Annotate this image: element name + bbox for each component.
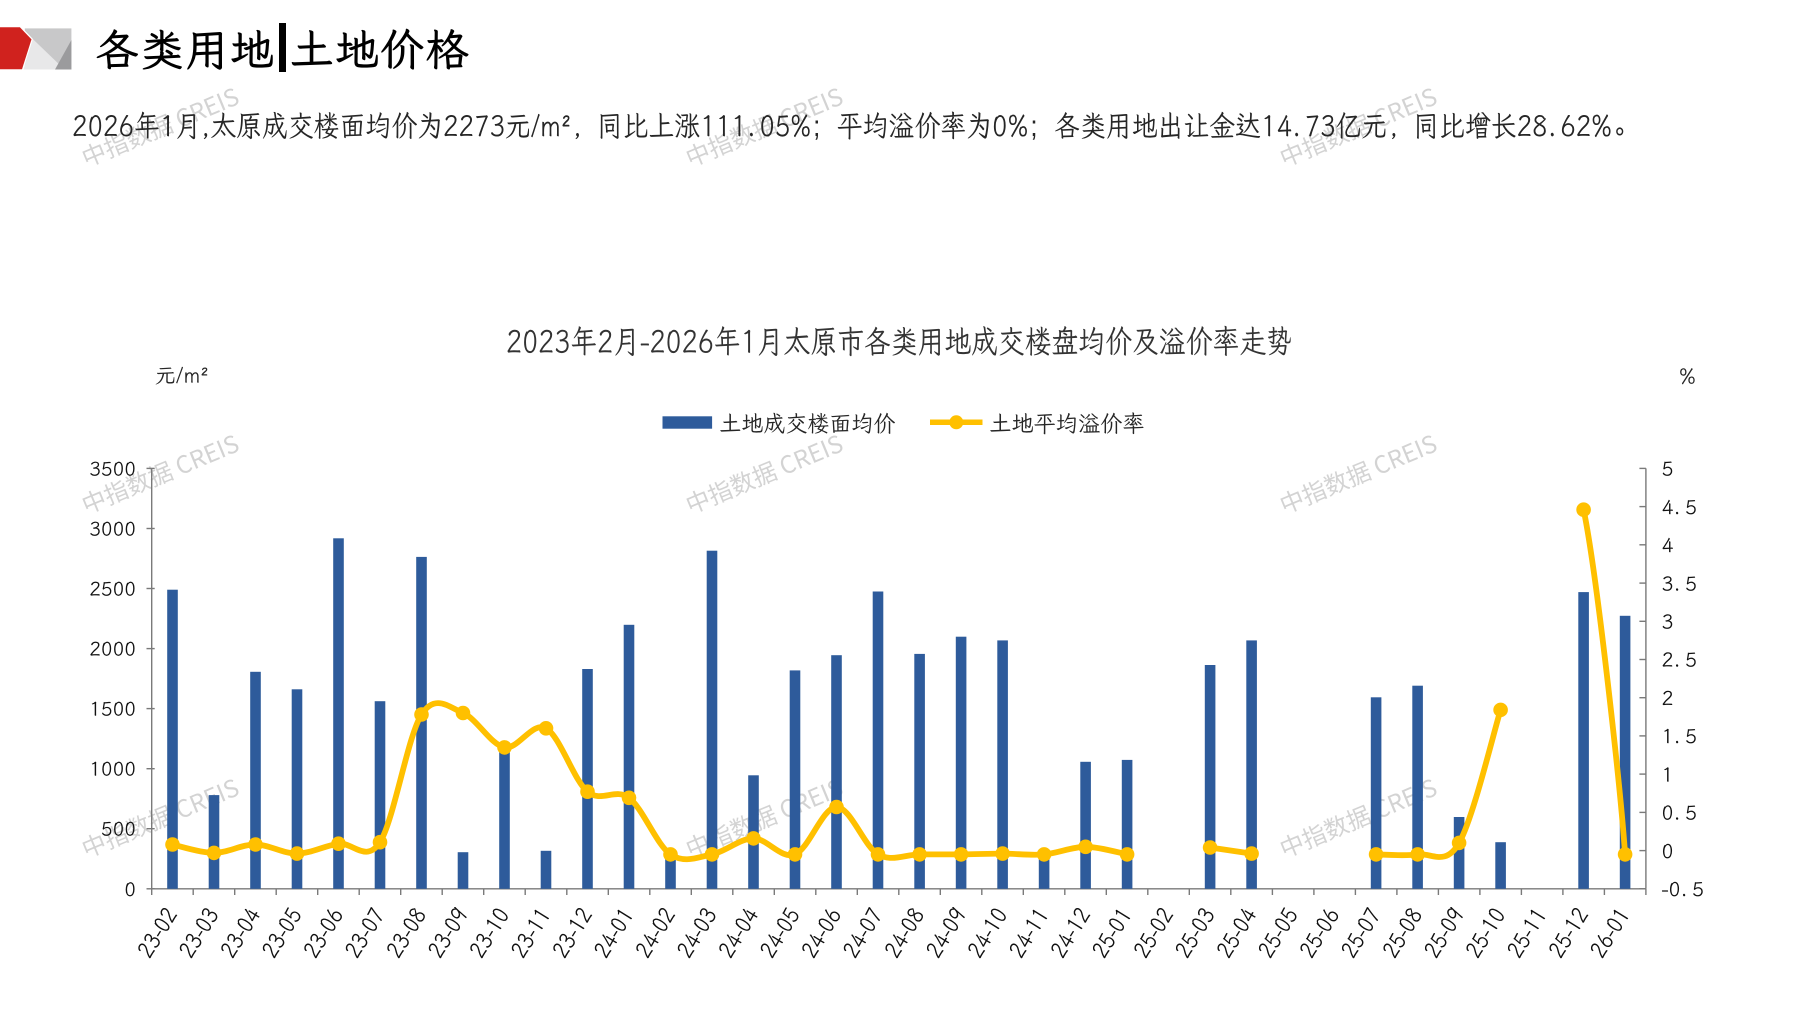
svg-text:元/m²: 元/m² [155,361,208,389]
svg-text:23-02: 23-02 [130,902,184,964]
svg-text:25-07: 25-07 [1334,902,1388,964]
svg-text:1500: 1500 [89,696,136,722]
svg-text:24-10: 24-10 [960,902,1014,964]
svg-text:23-10: 23-10 [462,902,516,964]
svg-text:5: 5 [1662,455,1674,482]
svg-text:2: 2 [1662,684,1674,711]
svg-text:0: 0 [1662,837,1674,864]
svg-text:24-12: 24-12 [1043,902,1097,964]
svg-text:3. 5: 3. 5 [1662,569,1698,596]
svg-text:23-06: 23-06 [296,902,350,964]
svg-text:23-11: 23-11 [504,902,558,964]
svg-text:23-12: 23-12 [545,902,599,964]
svg-text:23-03: 23-03 [172,902,226,964]
svg-text:1000: 1000 [89,756,136,782]
svg-text:25-12: 25-12 [1541,902,1595,964]
svg-text:0. 5: 0. 5 [1662,799,1698,826]
svg-text:24-06: 24-06 [794,902,848,964]
svg-text:25-11: 25-11 [1500,902,1554,964]
svg-text:24-05: 24-05 [753,902,807,964]
svg-text:2500: 2500 [89,576,136,602]
svg-text:2023年2月-2026年1月太原市各类用地成交楼盘均价及溢: 2023年2月-2026年1月太原市各类用地成交楼盘均价及溢价率走势 [506,321,1293,363]
svg-text:25-04: 25-04 [1209,902,1263,964]
svg-text:1. 5: 1. 5 [1662,722,1698,749]
svg-text:25-10: 25-10 [1458,902,1512,964]
svg-text:-0. 5: -0. 5 [1662,875,1705,902]
svg-text:24-11: 24-11 [1002,902,1056,964]
svg-text:24-04: 24-04 [711,902,765,964]
svg-text:23-07: 23-07 [338,902,392,964]
svg-text:25-02: 25-02 [1126,902,1180,964]
svg-text:2000: 2000 [89,636,136,662]
svg-text:3500: 3500 [89,455,136,481]
svg-text:24-07: 24-07 [836,902,890,964]
svg-text:23-05: 23-05 [255,902,309,964]
svg-text:24-01: 24-01 [587,902,641,964]
svg-text:26-01: 26-01 [1583,902,1637,964]
svg-text:25-03: 25-03 [1168,902,1222,964]
svg-text:23-04: 23-04 [213,902,267,964]
svg-text:土地平均溢价率: 土地平均溢价率 [990,408,1145,439]
svg-text:23-09: 23-09 [421,902,475,964]
svg-text:0: 0 [124,876,136,902]
svg-text:土地成交楼面均价: 土地成交楼面均价 [720,408,896,439]
svg-text:25-01: 25-01 [1085,902,1139,964]
svg-text:25-09: 25-09 [1417,902,1471,964]
svg-text:25-06: 25-06 [1292,902,1346,964]
svg-text:1: 1 [1662,760,1674,787]
svg-text:500: 500 [101,816,136,842]
svg-text:4: 4 [1662,531,1674,558]
svg-text:24-09: 24-09 [919,902,973,964]
svg-text:24-02: 24-02 [628,902,682,964]
svg-text:2. 5: 2. 5 [1662,646,1698,673]
svg-text:24-03: 24-03 [670,902,724,964]
svg-text:%: % [1679,362,1696,390]
svg-text:25-05: 25-05 [1251,902,1305,964]
svg-text:3: 3 [1662,608,1674,635]
svg-text:3000: 3000 [89,516,136,542]
svg-text:24-08: 24-08 [877,902,931,964]
svg-text:4. 5: 4. 5 [1662,493,1698,520]
svg-text:23-08: 23-08 [379,902,433,964]
svg-text:25-08: 25-08 [1375,902,1429,964]
